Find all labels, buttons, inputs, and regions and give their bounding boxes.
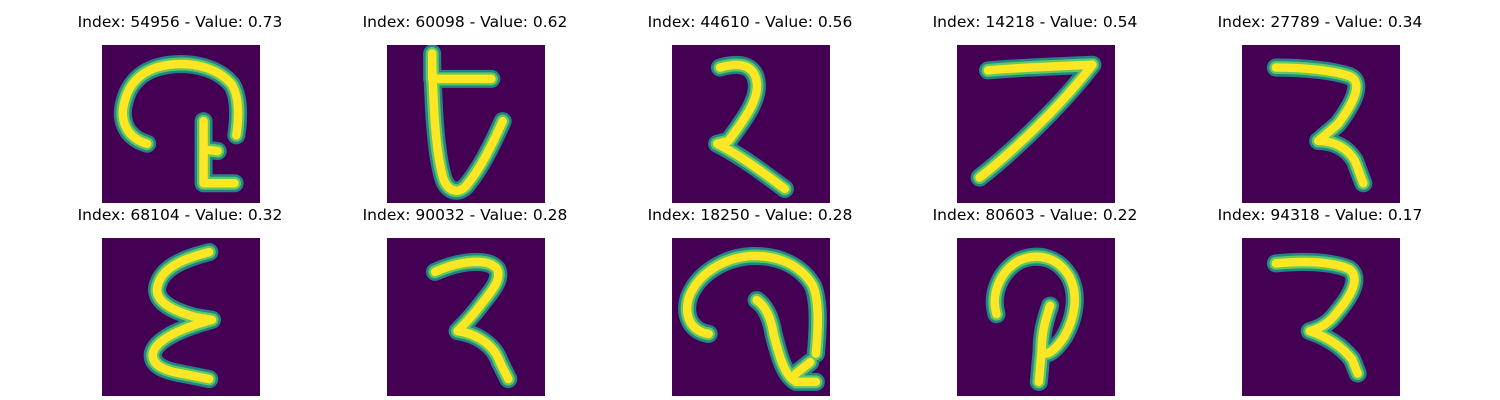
image-panel-6: Index: 68104 - Value: 0.32: [60, 204, 300, 396]
panel-title: Index: 90032 - Value: 0.28: [362, 206, 568, 224]
digit-image: [102, 45, 260, 203]
image-panel-3: Index: 44610 - Value: 0.56: [630, 11, 870, 203]
glyph-stroke-layer: [427, 49, 507, 195]
glyph-stroke-layer: [430, 257, 513, 384]
glyph-stroke-layer: [683, 251, 822, 387]
panel-title: Index: 18250 - Value: 0.28: [647, 206, 853, 224]
panel-title: Index: 80603 - Value: 0.22: [932, 206, 1138, 224]
digit-image: [672, 238, 830, 396]
glyph-stroke-layer: [990, 252, 1079, 387]
panel-title: Index: 14218 - Value: 0.54: [932, 13, 1138, 31]
image-panel-9: Index: 80603 - Value: 0.22: [915, 204, 1155, 396]
panel-title: Index: 60098 - Value: 0.62: [362, 13, 568, 31]
glyph-stroke-layer: [118, 59, 243, 188]
image-panel-10: Index: 94318 - Value: 0.17: [1200, 204, 1440, 396]
image-panel-7: Index: 90032 - Value: 0.28: [345, 204, 585, 396]
panel-title: Index: 54956 - Value: 0.73: [77, 13, 283, 31]
image-panel-5: Index: 27789 - Value: 0.34: [1200, 11, 1440, 203]
digit-image: [957, 238, 1115, 396]
digit-image: [672, 45, 830, 203]
digit-image: [1242, 45, 1400, 203]
image-panel-1: Index: 54956 - Value: 0.73: [60, 11, 300, 203]
digit-image: [387, 238, 545, 396]
glyph-stroke-layer: [148, 247, 217, 384]
glyph-stroke-layer: [975, 60, 1097, 182]
glyph-stroke-layer: [1271, 257, 1362, 378]
panel-title: Index: 68104 - Value: 0.32: [77, 206, 283, 224]
panel-title: Index: 44610 - Value: 0.56: [647, 13, 853, 31]
digit-image: [1242, 238, 1400, 396]
panel-title: Index: 94318 - Value: 0.17: [1217, 206, 1423, 224]
glyph-stroke-layer: [1271, 63, 1368, 188]
image-panel-8: Index: 18250 - Value: 0.28: [630, 204, 870, 396]
panel-title: Index: 27789 - Value: 0.34: [1217, 13, 1423, 31]
digit-image: [387, 45, 545, 203]
image-panel-2: Index: 60098 - Value: 0.62: [345, 11, 585, 203]
image-panel-4: Index: 14218 - Value: 0.54: [915, 11, 1155, 203]
glyph-stroke-layer: [712, 60, 790, 194]
digit-image: [957, 45, 1115, 203]
digit-image: [102, 238, 260, 396]
